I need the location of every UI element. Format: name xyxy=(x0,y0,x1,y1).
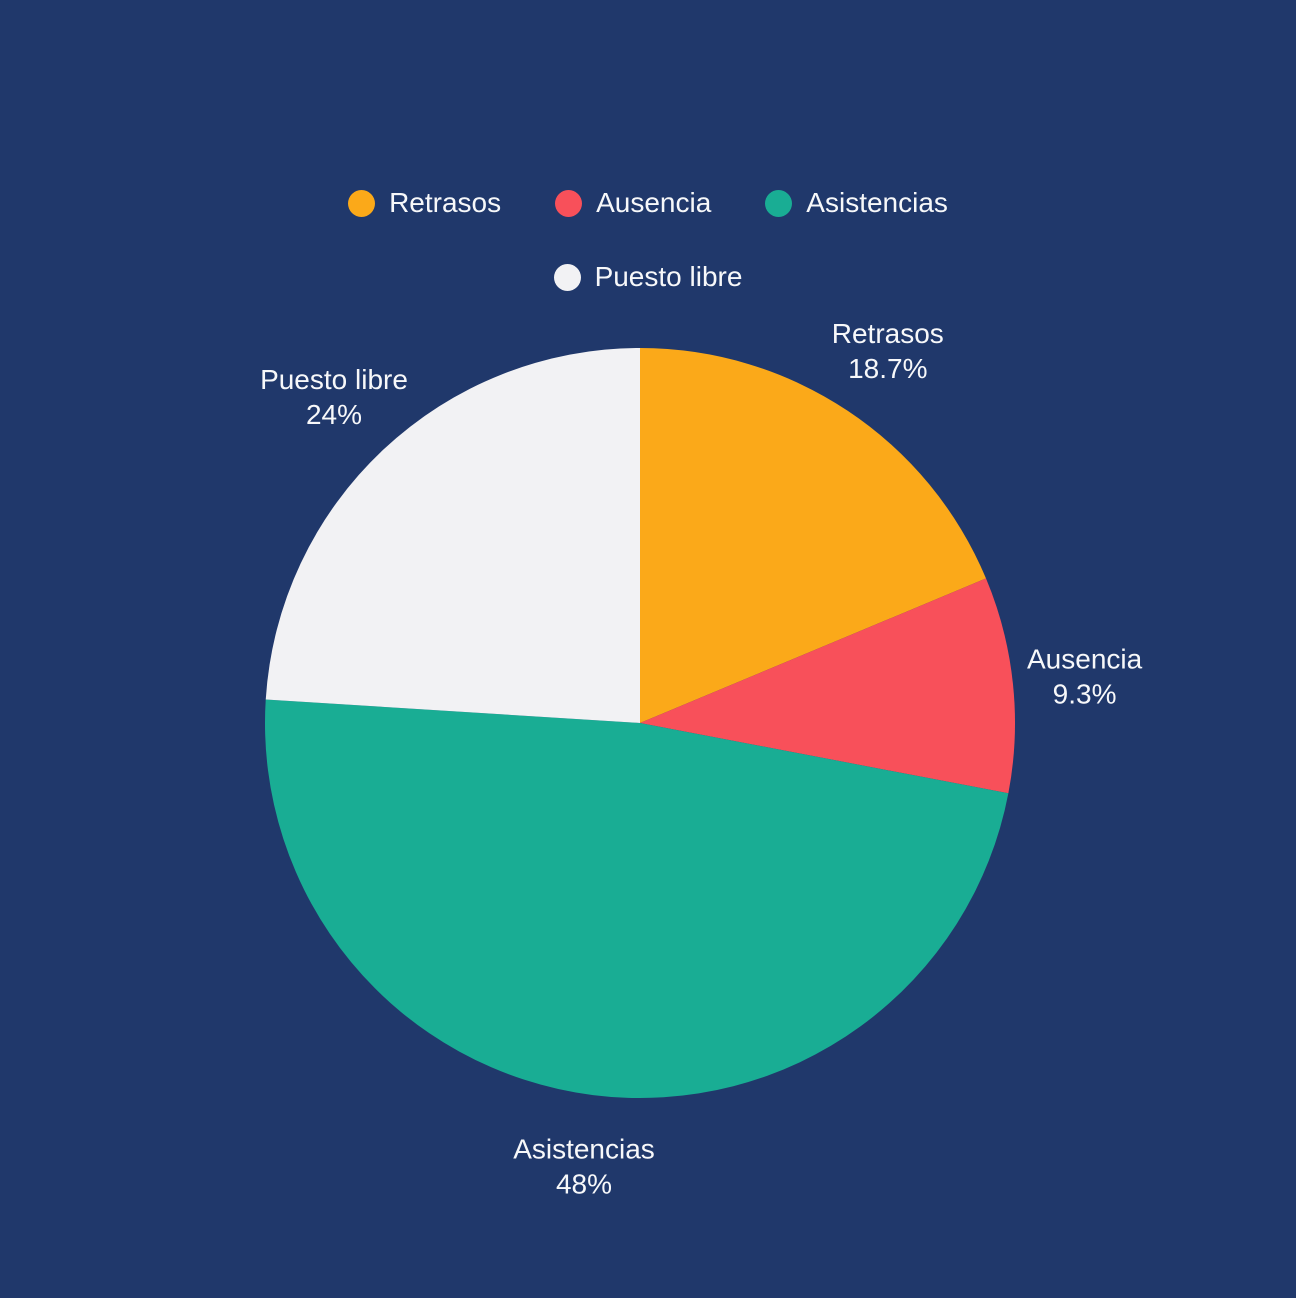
chart-legend: Retrasos Ausencia Asistencias Puesto libre xyxy=(278,186,1018,294)
pie-slice-puesto-libre[interactable] xyxy=(265,348,640,723)
legend-label-retrasos: Retrasos xyxy=(389,187,502,218)
pie-slice-asistencias[interactable] xyxy=(264,699,1009,1099)
slice-label-asistencias: Asistencias 48% xyxy=(513,1134,655,1200)
legend-dot-asistencias xyxy=(765,189,793,217)
legend-label-asistencias: Asistencias xyxy=(806,187,948,218)
legend-label-puesto-libre: Puesto libre xyxy=(594,261,743,292)
slice-label-ausencia: Ausencia 9.3% xyxy=(1027,644,1143,710)
pie-slice-ausencia[interactable] xyxy=(640,578,1016,794)
legend-dot-ausencia xyxy=(555,189,583,217)
legend-dot-retrasos xyxy=(348,189,376,217)
legend-item-asistencias[interactable]: Asistencias xyxy=(765,186,948,220)
legend-item-ausencia[interactable]: Ausencia xyxy=(555,186,711,220)
legend-dot-puesto-libre xyxy=(553,263,581,291)
pie-slice-retrasos[interactable] xyxy=(640,348,986,723)
slice-label-retrasos: Retrasos 18.7% xyxy=(832,318,944,384)
legend-item-puesto-libre[interactable]: Puesto libre xyxy=(553,260,743,294)
slice-label-puesto-libre: Puesto libre 24% xyxy=(260,364,408,430)
legend-item-retrasos[interactable]: Retrasos xyxy=(348,186,501,220)
legend-label-ausencia: Ausencia xyxy=(596,187,712,218)
